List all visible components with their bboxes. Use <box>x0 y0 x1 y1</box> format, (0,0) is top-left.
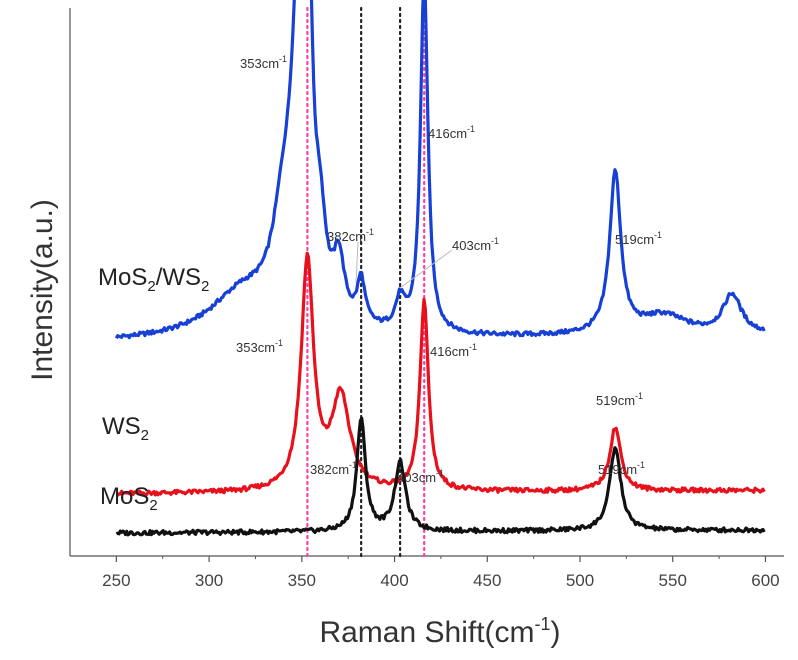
y-axis-title: Intensity(a.u.) <box>26 199 59 381</box>
series-label-mos2ws2: MoS2/WS2 <box>98 264 209 295</box>
peak-label: 519cm-1 <box>598 460 645 477</box>
peak-label: 353cm-1 <box>240 54 287 71</box>
peak-label: 416cm-1 <box>428 124 475 141</box>
x-tick-label: 550 <box>659 571 687 590</box>
x-tick-label: 350 <box>288 571 316 590</box>
series-label-ws2: WS2 <box>102 413 149 444</box>
peak-label: 519cm-1 <box>615 230 662 247</box>
series-line-mos2ws2 <box>114 0 766 340</box>
series-label-mos2: MoS2 <box>100 483 158 514</box>
peak-label: 416cm-1 <box>430 342 477 359</box>
peak-label: 403cm-1 <box>397 468 444 485</box>
peak-label: 382cm-1 <box>310 460 357 477</box>
x-tick-label: 250 <box>102 571 130 590</box>
series-group <box>114 0 766 537</box>
x-axis-title: Raman Shift(cm-1) <box>319 614 560 649</box>
peak-label: 403cm-1 <box>452 236 499 253</box>
peak-label: 353cm-1 <box>236 338 283 355</box>
x-tick-label: 500 <box>566 571 594 590</box>
x-tick-label: 300 <box>195 571 223 590</box>
pointer-382 <box>355 241 359 284</box>
x-tick-label: 600 <box>751 571 779 590</box>
series-line-mos2 <box>115 416 766 537</box>
x-tick-label: 400 <box>380 571 408 590</box>
annotation-pointers <box>355 241 453 289</box>
peak-label: 519cm-1 <box>596 391 643 408</box>
series-line-ws2 <box>116 251 766 497</box>
x-tick-label: 450 <box>473 571 501 590</box>
pointer-403 <box>399 249 453 289</box>
peak-annotations: 353cm-1 416cm-1 382cm-1 403cm-1 519cm-1 … <box>236 54 662 485</box>
x-ticks: 250 300 350 400 450 500 550 600 <box>102 556 780 590</box>
peak-label: 382cm-1 <box>327 227 374 244</box>
